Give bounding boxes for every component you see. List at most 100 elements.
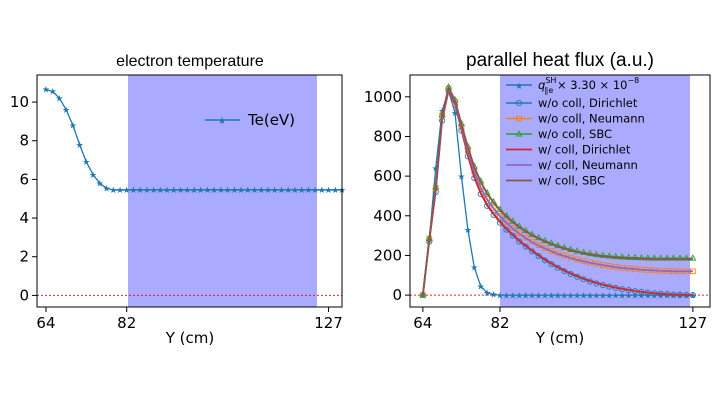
data-point: ★	[592, 290, 600, 300]
data-point	[676, 254, 684, 261]
x-tick-label: 127	[314, 314, 343, 332]
data-point	[510, 225, 516, 231]
legend-entry: w/o coll, Neumann	[506, 112, 645, 126]
data-point: ★	[547, 290, 555, 300]
data-point	[503, 226, 510, 233]
data-point: ★	[116, 185, 124, 195]
data-point: ★	[637, 290, 645, 300]
data-point: ★	[257, 185, 265, 195]
data-point: ★	[284, 185, 292, 195]
series-line	[421, 85, 693, 296]
data-point	[625, 253, 633, 260]
data-point: ★	[277, 185, 285, 195]
data-point: ★	[650, 290, 658, 300]
data-point: ★	[483, 288, 491, 298]
data-point: ★	[96, 178, 104, 188]
data-point: ★	[76, 140, 84, 150]
data-point: ★	[515, 290, 523, 300]
data-point	[580, 248, 588, 255]
data-point	[515, 130, 523, 137]
shaded-region	[128, 75, 317, 307]
series-line	[45, 88, 342, 191]
data-point: ★	[49, 87, 57, 97]
y-tick-label: 0	[19, 286, 29, 304]
plot-frame	[36, 74, 343, 308]
data-point: ★	[82, 157, 90, 167]
data-point: ★	[264, 185, 272, 195]
data-point	[573, 247, 581, 254]
data-point: ★	[197, 185, 205, 195]
x-tick-label: 64	[413, 314, 432, 332]
data-point	[586, 249, 594, 257]
series-line	[421, 88, 693, 296]
data-point: ★	[457, 171, 465, 181]
data-point	[503, 219, 510, 226]
data-point: ★	[502, 290, 510, 300]
data-point: ★	[291, 185, 299, 195]
data-point: ★	[528, 290, 536, 300]
data-point	[599, 251, 607, 258]
legend: ★ Te(eV)	[205, 111, 295, 129]
data-point: ★	[183, 185, 191, 195]
data-point: ★	[625, 290, 633, 300]
data-point: ★	[244, 185, 252, 195]
legend-entry: w/o coll, Dirichlet	[506, 96, 638, 110]
data-point: ★	[102, 183, 110, 193]
data-point: ★	[62, 105, 70, 115]
data-point: ★	[663, 290, 671, 300]
data-point: ★	[109, 185, 117, 195]
data-point	[644, 254, 652, 261]
legend-entry: w/ coll, Dirichlet	[506, 143, 631, 157]
data-point: ★	[573, 290, 581, 300]
x-tick-label: 64	[36, 314, 55, 332]
data-point	[496, 219, 504, 226]
data-point: ★	[129, 185, 137, 195]
data-point: ★	[331, 185, 339, 195]
data-point: ★	[541, 290, 549, 300]
y-tick-label: 600	[373, 167, 402, 185]
series	[421, 85, 693, 296]
data-point: ★	[150, 185, 158, 195]
legend-entry: w/ coll, Neumann	[506, 158, 638, 172]
series: ★★★★★★★★★★★★★★★★★★★★★★★★★★★★★★★★★★★★★★★★…	[42, 85, 346, 196]
data-point: ★	[311, 185, 319, 195]
data-point	[419, 291, 427, 298]
data-point	[663, 254, 671, 261]
series	[421, 86, 693, 296]
data-point: ★	[612, 290, 620, 300]
data-point: ★	[419, 290, 427, 300]
data-point: ★	[156, 185, 164, 195]
legend-label: w/o coll, Neumann	[538, 112, 645, 126]
x-axis-label: Y (cm)	[165, 329, 215, 347]
data-point	[670, 254, 678, 261]
data-point: ★	[689, 290, 697, 300]
data-point: ★	[298, 185, 306, 195]
data-point	[612, 252, 620, 260]
data-point: ★	[318, 185, 326, 195]
data-point	[631, 253, 639, 261]
data-point: ★	[217, 185, 225, 195]
data-point: ★	[250, 185, 258, 195]
data-point: ★	[304, 185, 312, 195]
data-point: ★	[69, 120, 77, 130]
legend-star-icon: ★	[218, 116, 227, 127]
y-tick-label: 200	[373, 246, 402, 264]
x-tick-label: 82	[117, 314, 136, 332]
data-point: ★	[580, 290, 588, 300]
chart-electron-temperature: electron temperature ★★★★★★★★★★★★★★★★★★★…	[10, 53, 346, 347]
legend: ★ qSH ∥e × 3.30 × 10−8 w/o coll, Dirichle…	[506, 76, 645, 188]
data-point: ★	[490, 290, 498, 300]
data-point: ★	[237, 185, 245, 195]
y-tick-label: 8	[19, 132, 29, 150]
data-point	[618, 253, 626, 260]
data-point	[592, 250, 600, 258]
legend-entry: w/ coll, SBC	[506, 174, 605, 188]
data-point: ★	[203, 185, 211, 195]
data-point	[516, 115, 522, 122]
data-point: ★	[55, 93, 63, 103]
legend-label: w/o coll, Dirichlet	[538, 96, 638, 110]
data-point	[490, 211, 497, 218]
y-tick-label: 0	[392, 286, 402, 304]
plot-frame	[409, 74, 711, 308]
